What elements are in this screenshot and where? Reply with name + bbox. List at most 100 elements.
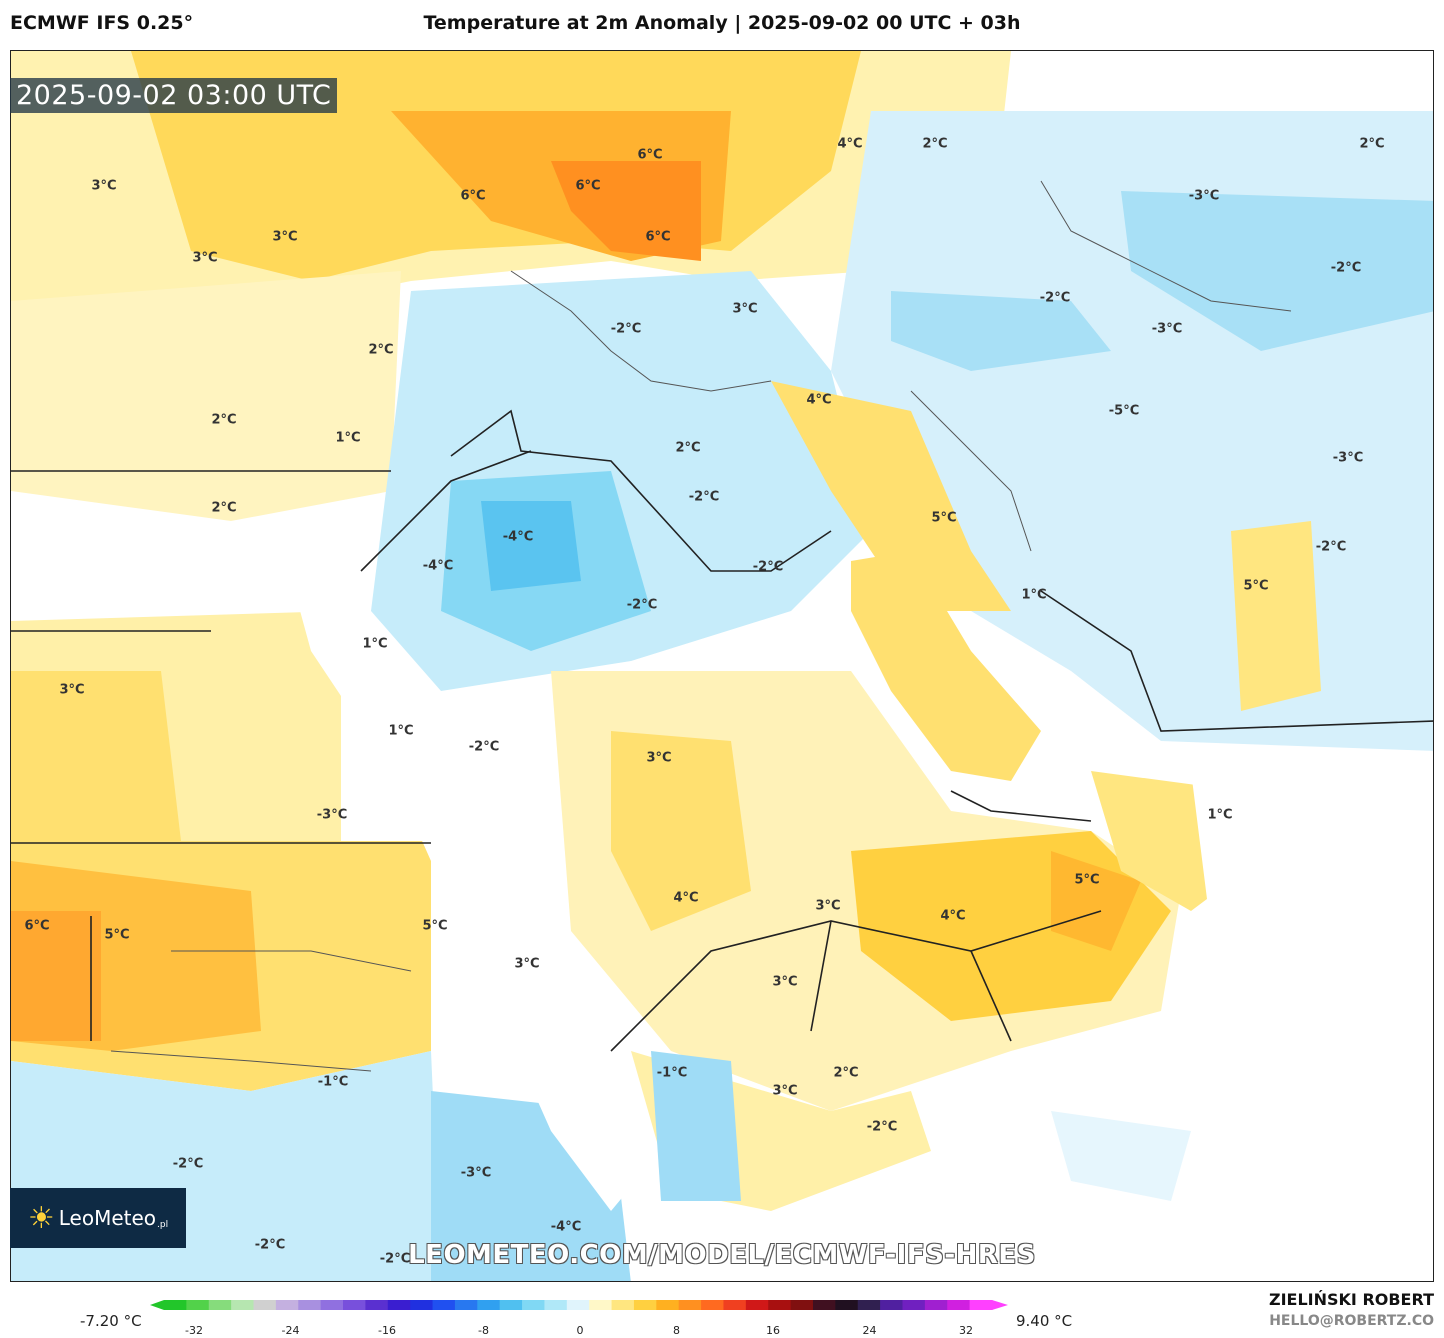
colorbar-cell [678,1300,702,1310]
colorbar-cell [745,1300,769,1310]
colorbar-cell [544,1300,568,1310]
map-label: 2°C [211,500,237,516]
map-label: 2°C [675,440,701,456]
map-label: 1°C [388,723,414,739]
map-label: -4°C [422,558,454,574]
map-label: -5°C [1108,403,1140,419]
map-label: -3°C [1332,450,1364,466]
map-timestamp: 2025-09-02 03:00 UTC [10,78,338,113]
colorbar-cell [387,1300,411,1310]
map-label: -3°C [1188,188,1220,204]
colorbar-cell [835,1300,859,1310]
map-label: -2°C [1330,260,1362,276]
colorbar-tick: 8 [673,1324,680,1337]
map-label: 6°C [460,188,486,204]
sun-icon: ☀ [27,1200,55,1236]
map-label: 1°C [335,430,361,446]
colorbar-cell [410,1300,434,1310]
map-label: -2°C [379,1251,411,1267]
map-label: -3°C [1151,321,1183,337]
colorbar-cell [768,1300,792,1310]
map-label: -3°C [316,807,348,823]
map-label: -2°C [752,559,784,575]
colorbar-tick: -32 [185,1324,203,1337]
colorbar [150,1300,1008,1310]
map-label: -1°C [656,1065,688,1081]
colorbar-tick: 32 [959,1324,973,1337]
map-label: 3°C [815,898,841,914]
colorbar-tick: -24 [281,1324,300,1337]
colorbar-cell [947,1300,971,1310]
map-label: -2°C [866,1119,898,1135]
colorbar-cell [432,1300,456,1310]
colorbar-tick: -16 [378,1324,396,1337]
map-label: 3°C [772,974,798,990]
colorbar-cell [924,1300,948,1310]
colorbar-cell [208,1300,232,1310]
author-email: HELLO@ROBERTZ.CO [1269,1313,1434,1329]
colorbar-cell [320,1300,344,1310]
colorbar-cell [633,1300,657,1310]
map-label: 3°C [59,682,85,698]
map-label: 3°C [772,1083,798,1099]
map-label: -2°C [1315,539,1347,555]
map-label: 3°C [91,178,117,194]
colorbar-arrow-right [992,1300,1008,1310]
logo-text: LeoMeteo [58,1206,157,1230]
colorbar-cell [499,1300,523,1310]
map-label: 4°C [673,890,699,906]
map-label: 5°C [104,927,130,943]
map-label: -2°C [254,1237,286,1253]
map-label: -1°C [317,1074,349,1090]
map-label: 5°C [1243,578,1269,594]
map-label: 6°C [645,229,671,245]
colorbar-cell [880,1300,903,1310]
map-label: 2°C [368,342,394,358]
colorbar-tick: 0 [576,1324,584,1337]
colorbar-cell [253,1300,277,1310]
colorbar-tick: -8 [478,1324,489,1337]
map-label: 4°C [940,908,966,924]
map-label: 3°C [272,229,298,245]
colorbar-cell [857,1300,881,1310]
colorbar-cell [611,1300,635,1310]
map-label: -3°C [460,1165,492,1181]
logo-suffix: .pl [157,1220,169,1230]
map-label: 3°C [192,250,218,266]
map-label: 6°C [24,918,50,934]
map-label: 1°C [1207,807,1233,823]
map-label: 5°C [422,918,448,934]
colorbar-cell [365,1300,389,1310]
map-label: 1°C [1021,587,1047,603]
colorbar-cell [231,1300,255,1310]
colorbar-ticks: -32 -24 -16 -8 0 8 16 24 32 [0,1324,1444,1338]
map-graphic [11,51,1433,1281]
colorbar-cell [343,1300,366,1310]
map-label: 5°C [931,510,957,526]
anomaly-map [10,50,1434,1282]
colorbar-cell [522,1300,545,1310]
colorbar-cell [701,1300,724,1310]
colorbar-cell [812,1300,836,1310]
map-label: -4°C [502,529,534,545]
leometeo-logo: ☀ LeoMeteo .pl [10,1188,186,1248]
map-label: 2°C [211,412,237,428]
colorbar-cell [298,1300,322,1310]
model-name: ECMWF IFS 0.25° [10,12,194,34]
colorbar-cell [723,1300,747,1310]
map-label: 1°C [362,636,388,652]
map-label: -2°C [1039,290,1071,306]
map-label: -4°C [550,1219,582,1235]
colorbar-tick: 24 [862,1324,877,1337]
chart-title: Temperature at 2m Anomaly | 2025-09-02 0… [423,12,1021,34]
map-label: -2°C [626,597,658,613]
colorbar-cell [969,1300,993,1310]
map-label: 2°C [833,1065,859,1081]
author-name: ZIELIŃSKI ROBERT [1268,1290,1434,1309]
watermark-url: LEOMETEO.COM/MODEL/ECMWF-IFS-HRES [408,1240,1036,1270]
colorbar-tick: 16 [766,1324,780,1337]
map-label: 3°C [732,301,758,317]
map-label: 3°C [514,956,540,972]
map-label: 6°C [575,178,601,194]
map-label: 6°C [637,147,663,163]
